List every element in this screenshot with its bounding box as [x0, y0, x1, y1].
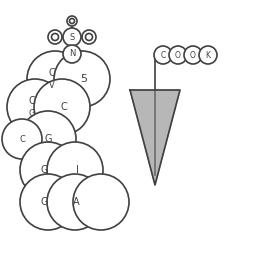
Circle shape — [47, 142, 103, 198]
Circle shape — [184, 46, 202, 64]
Text: K: K — [205, 51, 210, 60]
Circle shape — [86, 33, 92, 41]
Circle shape — [20, 142, 76, 198]
Text: G: G — [29, 108, 35, 117]
Circle shape — [199, 46, 217, 64]
Circle shape — [48, 30, 62, 44]
Circle shape — [82, 30, 96, 44]
Circle shape — [67, 16, 77, 26]
Circle shape — [63, 28, 81, 46]
Text: G: G — [44, 134, 52, 144]
Text: C: C — [29, 96, 35, 106]
Circle shape — [51, 33, 59, 41]
Text: C: C — [48, 68, 55, 78]
Circle shape — [20, 111, 76, 167]
Text: O: O — [175, 51, 181, 60]
Text: O: O — [190, 51, 196, 60]
Text: C: C — [61, 102, 67, 112]
Circle shape — [54, 51, 110, 107]
Text: N: N — [69, 50, 75, 59]
Polygon shape — [130, 90, 180, 185]
Text: I: I — [76, 165, 78, 175]
Text: A: A — [73, 197, 79, 207]
Text: S: S — [69, 33, 75, 42]
Text: V: V — [49, 81, 55, 90]
Circle shape — [73, 174, 129, 230]
Circle shape — [47, 174, 103, 230]
Circle shape — [2, 119, 42, 159]
Circle shape — [154, 46, 172, 64]
Text: G: G — [40, 165, 48, 175]
Circle shape — [169, 46, 187, 64]
Circle shape — [20, 174, 76, 230]
Text: G: G — [40, 197, 48, 207]
Circle shape — [34, 79, 90, 135]
Text: 5: 5 — [81, 74, 87, 84]
Text: C: C — [160, 51, 166, 60]
Circle shape — [27, 51, 83, 107]
Circle shape — [69, 19, 74, 24]
Circle shape — [63, 45, 81, 63]
Circle shape — [7, 79, 63, 135]
Text: C: C — [19, 135, 25, 144]
